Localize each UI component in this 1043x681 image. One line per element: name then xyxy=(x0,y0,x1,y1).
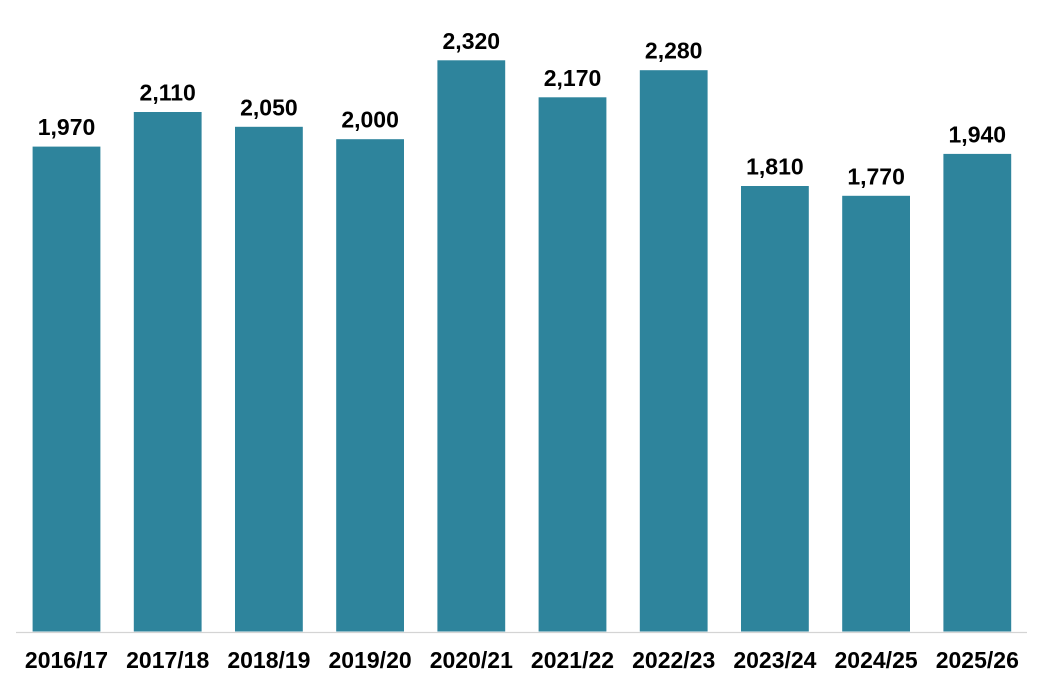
svg-text:2,000: 2,000 xyxy=(341,107,399,133)
svg-text:2016/17: 2016/17 xyxy=(25,647,108,673)
svg-text:2022/23: 2022/23 xyxy=(632,647,715,673)
svg-text:1,970: 1,970 xyxy=(38,114,96,140)
svg-text:2,110: 2,110 xyxy=(140,80,196,106)
svg-text:2,280: 2,280 xyxy=(645,38,703,64)
svg-text:2024/25: 2024/25 xyxy=(835,647,918,673)
svg-text:2023/24: 2023/24 xyxy=(733,647,816,673)
svg-text:2020/21: 2020/21 xyxy=(430,647,513,673)
svg-text:2021/22: 2021/22 xyxy=(531,647,614,673)
svg-text:2,050: 2,050 xyxy=(240,94,298,120)
svg-text:1,940: 1,940 xyxy=(949,121,1007,147)
svg-text:1,810: 1,810 xyxy=(746,154,804,180)
svg-text:2017/18: 2017/18 xyxy=(126,647,209,673)
svg-text:2019/20: 2019/20 xyxy=(329,647,412,673)
svg-text:2018/19: 2018/19 xyxy=(227,647,310,673)
svg-text:2,320: 2,320 xyxy=(443,28,501,54)
svg-text:1,770: 1,770 xyxy=(847,163,905,189)
svg-text:2025/26: 2025/26 xyxy=(936,647,1019,673)
svg-text:2,170: 2,170 xyxy=(544,65,602,91)
